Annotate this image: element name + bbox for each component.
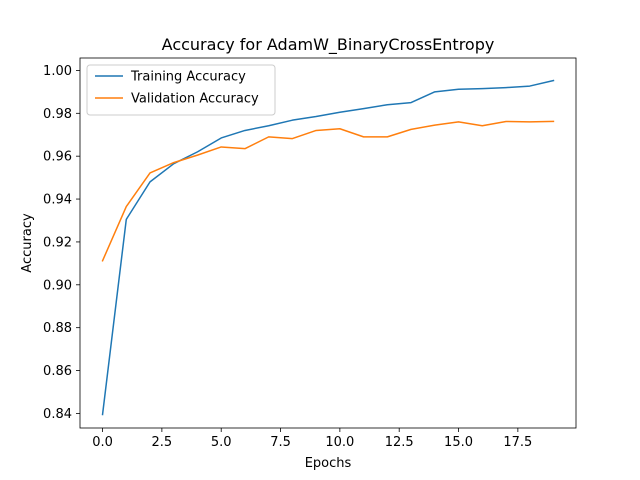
x-tick-label: 7.5 bbox=[270, 435, 291, 450]
y-tick-label: 0.94 bbox=[43, 193, 72, 208]
y-tick-label: 0.86 bbox=[43, 364, 72, 379]
x-tick-label: 10.0 bbox=[325, 435, 354, 450]
x-tick-label: 0.0 bbox=[92, 435, 113, 450]
plot-area bbox=[80, 58, 576, 428]
axes-layer bbox=[79, 57, 577, 429]
legend-box bbox=[86, 64, 276, 116]
x-tick-label: 15.0 bbox=[444, 435, 473, 450]
y-tick-label: 0.90 bbox=[43, 278, 72, 293]
y-tick-label: 0.98 bbox=[43, 107, 72, 122]
y-axis-ticks: 0.84 0.86 0.88 0.90 0.92 0.94 0.96 0.98 1.00 bbox=[43, 64, 80, 422]
y-tick-label: 0.96 bbox=[43, 150, 72, 165]
legend-label-validation: Validation Accuracy bbox=[131, 92, 259, 107]
y-tick-label: 0.92 bbox=[43, 235, 72, 250]
y-tick-label: 0.88 bbox=[43, 321, 72, 336]
x-tick-label: 2.5 bbox=[152, 435, 173, 450]
legend: Training Accuracy Validation Accuracy bbox=[86, 64, 276, 116]
y-tick-label: 1.00 bbox=[43, 64, 72, 79]
x-tick-label: 12.5 bbox=[385, 435, 414, 450]
axes-frame bbox=[79, 57, 577, 429]
legend-label-training: Training Accuracy bbox=[130, 70, 246, 85]
x-axis-label: Epochs bbox=[305, 456, 352, 471]
x-tick-label: 17.5 bbox=[503, 435, 532, 450]
y-tick-label: 0.84 bbox=[43, 407, 72, 422]
y-axis-label: Accuracy bbox=[20, 213, 35, 273]
chart-title: Accuracy for AdamW_BinaryCrossEntropy bbox=[162, 35, 495, 55]
x-tick-label: 5.0 bbox=[211, 435, 232, 450]
series-layer bbox=[101, 79, 555, 416]
series-line-validation bbox=[101, 120, 555, 262]
x-axis-ticks: 0.0 2.5 5.0 7.5 10.0 12.5 15.0 17.5 bbox=[92, 428, 532, 450]
